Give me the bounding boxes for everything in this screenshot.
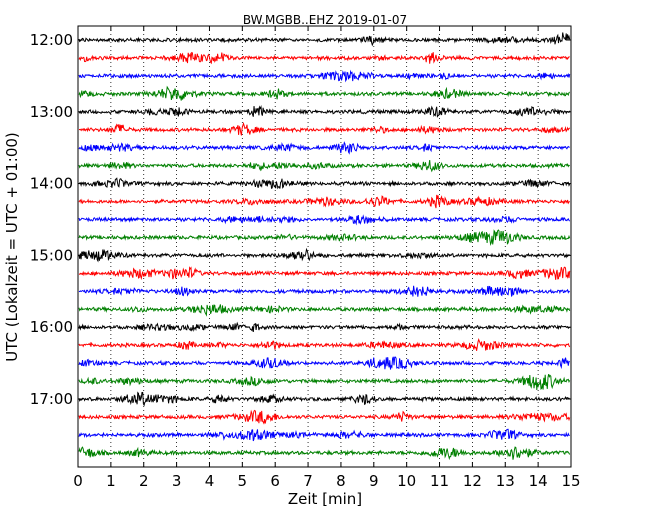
- chart-title: BW.MGBB..EHZ 2019-01-07: [243, 13, 407, 27]
- trace-line: [78, 321, 570, 333]
- y-tick-label: 16:00: [30, 318, 73, 336]
- trace-line: [78, 356, 570, 370]
- x-tick-label: 7: [303, 472, 313, 490]
- trace-line: [78, 141, 570, 155]
- trace-line: [78, 159, 570, 173]
- trace-line: [78, 374, 571, 391]
- y-tick-label: 17:00: [30, 390, 73, 408]
- x-tick-label: 4: [205, 472, 215, 490]
- x-tick-label: 11: [430, 472, 449, 490]
- y-axis-label: UTC (Lokalzeit = UTC + 01:00): [3, 132, 21, 362]
- x-tick-label: 9: [369, 472, 379, 490]
- trace-line: [78, 338, 571, 351]
- trace-line: [78, 104, 571, 118]
- trace-line: [78, 32, 571, 47]
- x-tick-label: 1: [106, 472, 116, 490]
- x-axis-label: Zeit [min]: [288, 490, 362, 508]
- trace-line: [78, 266, 571, 281]
- x-tick-label: 14: [529, 472, 548, 490]
- x-tick-label: 8: [336, 472, 346, 490]
- x-tick-label: 3: [172, 472, 182, 490]
- trace-line: [78, 177, 571, 190]
- y-tick-label: 12:00: [30, 31, 73, 49]
- trace-line: [78, 69, 571, 83]
- y-tick-label: 14:00: [30, 175, 73, 193]
- trace-line: [78, 247, 571, 263]
- x-tick-label: 15: [561, 472, 580, 490]
- x-tick-label: 0: [73, 472, 83, 490]
- y-tick-label: 13:00: [30, 103, 73, 121]
- x-tick-label: 5: [238, 472, 248, 490]
- x-tick-label: 6: [270, 472, 280, 490]
- trace-line: [78, 446, 571, 461]
- x-tick-label: 10: [397, 472, 416, 490]
- trace-line: [78, 285, 571, 297]
- trace-line: [78, 121, 571, 136]
- grid-lines: [110, 26, 539, 467]
- trace-line: [78, 304, 571, 317]
- x-tick-label: 13: [496, 472, 515, 490]
- trace-line: [78, 194, 571, 209]
- tick-group: 0 1 2 3 4 5 6 7 8 9 10 11 12 13 14 1512:0013:0014:0015:…: [30, 26, 581, 490]
- trace-line: [78, 214, 571, 226]
- trace-line: [78, 85, 571, 101]
- trace-line: [78, 229, 571, 246]
- trace-line: [78, 51, 570, 65]
- trace-line: [78, 391, 571, 407]
- trace-group: [78, 32, 571, 461]
- trace-line: [78, 409, 571, 425]
- plot-frame: [77, 25, 572, 468]
- trace-line: [78, 428, 570, 442]
- x-tick-label: 12: [463, 472, 482, 490]
- x-tick-label: 2: [139, 472, 149, 490]
- y-tick-label: 15:00: [30, 246, 73, 264]
